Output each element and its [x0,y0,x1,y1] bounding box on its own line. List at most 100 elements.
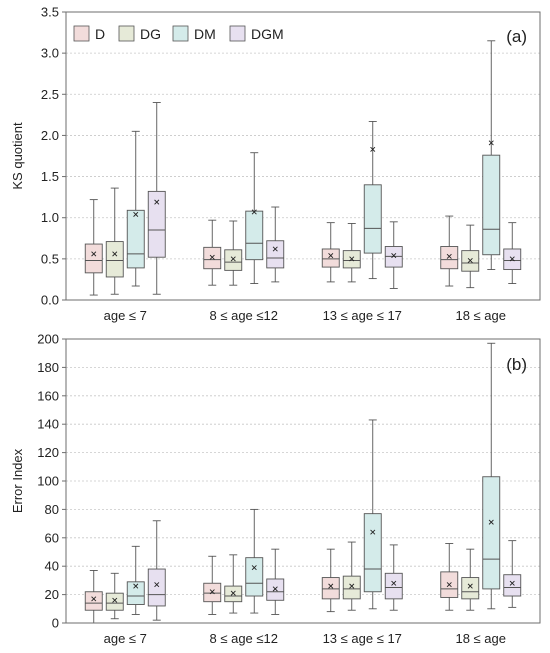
ytick-label-b-9: 180 [37,360,59,375]
legend-swatch-dm [172,25,189,42]
ytick-label-a-1: 0.5 [41,251,59,266]
panel-a-y-axis-label: KS quotient [10,122,25,190]
box-b-d-3-mean-marker [446,582,452,588]
box-b-dgm-2-iqr [384,572,403,600]
box-b-dg-1-mean-marker [230,590,236,596]
ytick-label-b-4: 80 [45,502,59,517]
ytick-label-a-5: 2.5 [41,87,59,102]
ytick-label-b-7: 140 [37,417,59,432]
box-b-dg-0 [105,572,124,620]
box-a-dm-2-iqr [363,184,382,254]
box-b-d-0-iqr [84,591,103,611]
box-b-dg-3-mean-marker [467,583,473,589]
box-b-dm-1-iqr [245,557,264,597]
box-b-d-1-iqr [203,582,222,603]
ytick-label-a-7: 3.5 [41,5,59,20]
legend: D DG DM DGM [73,25,284,42]
box-b-dg-0-iqr [105,592,124,611]
ytick-label-a-2: 1.0 [41,210,59,225]
legend-swatch-d [73,25,90,42]
ytick-label-b-6: 120 [37,445,59,460]
box-a-dg-3 [461,224,480,289]
box-a-dg-1 [224,220,243,286]
box-b-dgm-3-iqr [503,574,522,597]
box-a-dm-3 [482,40,501,271]
xtick-label-a-18-age: 18 ≤ age [455,308,506,323]
box-a-dm-1-mean-marker [251,209,257,215]
xtick-label-b-13-age-17: 13 ≤ age ≤ 17 [323,631,402,646]
box-b-dm-1-mean-marker [251,565,257,571]
xtick-label-a-13-age-17: 13 ≤ age ≤ 17 [323,308,402,323]
box-a-dg-1-iqr [224,249,243,271]
box-a-dgm-1 [266,206,285,283]
box-b-d-2-mean-marker [328,583,334,589]
box-a-dg-0-mean-marker [112,251,118,257]
box-b-d-1-mean-marker [209,589,215,595]
xtick-label-a-8-age-12: 8 ≤ age ≤12 [210,308,279,323]
box-a-dm-1-iqr [245,210,264,261]
box-a-dg-3-mean-marker [467,257,473,264]
box-b-dm-0-mean-marker [133,583,139,589]
ytick-label-a-6: 3.0 [41,46,59,61]
box-b-d-2-iqr [321,577,340,600]
box-a-d-3-mean-marker [446,253,452,259]
box-a-d-3 [440,215,459,287]
box-a-dg-2-mean-marker [349,256,355,262]
box-a-dm-3-iqr [482,154,501,256]
legend-swatch-dg [118,25,135,42]
box-b-d-0 [84,570,103,624]
legend-label-dm: DM [194,26,216,42]
box-b-dm-3-iqr [482,476,501,590]
box-b-dgm-0-iqr [147,568,166,607]
ytick-label-b-1: 20 [45,587,59,602]
box-b-dm-1 [245,508,264,614]
box-a-d-1 [203,219,222,286]
box-a-dgm-0 [147,102,166,295]
box-a-dm-1 [245,152,264,284]
box-b-dgm-3 [503,540,522,608]
box-b-dg-2-mean-marker [349,583,355,589]
box-b-dg-1 [224,554,243,614]
box-b-d-3 [440,543,459,611]
panel-a-plot-frame [65,11,541,301]
ytick-label-b-2: 40 [45,559,59,574]
box-a-dg-2 [342,223,361,283]
box-b-dm-3 [482,342,501,610]
box-b-dg-3-iqr [461,577,480,600]
box-b-dm-3-mean-marker [488,519,494,525]
ytick-label-b-10: 200 [37,332,59,347]
box-b-dm-0-iqr [126,581,145,605]
box-a-dg-0 [105,187,124,295]
box-a-dgm-0-mean-marker [154,199,160,205]
box-b-d-2 [321,548,340,613]
ytick-label-b-0: 0 [52,616,59,631]
box-a-dm-2-mean-marker [370,146,376,152]
panel-a-ks-quotient: 0.0 0.5 1.0 1.5 2.0 2.5 3.0 3.5 age ≤ 7 8 ≤ age … [10,5,541,323]
box-a-dgm-3 [503,222,522,284]
box-b-dm-2-mean-marker [370,529,376,535]
box-a-dgm-2 [384,221,403,289]
ytick-label-b-3: 60 [45,530,59,545]
xtick-label-b-8-age-12: 8 ≤ age ≤12 [210,631,279,646]
panel-b-error-index: 0 20 40 60 80 100 120 140 160 180 200 age ≤ 7 8 ≤ a… [10,332,541,646]
box-b-dgm-2 [384,544,403,611]
panel-b-label: (b) [506,355,527,374]
box-a-dgm-1-mean-marker [272,246,278,252]
box-b-dm-2-iqr [363,513,382,593]
ytick-label-a-0: 0.0 [41,293,59,308]
box-b-dm-2 [363,419,382,610]
box-a-dg-0-iqr [105,241,124,278]
box-b-dgm-3-mean-marker [509,580,515,586]
box-b-dg-2-iqr [342,575,361,600]
box-a-dgm-2-mean-marker [391,253,397,259]
box-b-dm-0 [126,545,145,615]
legend-label-d: D [95,26,105,42]
box-b-dgm-1 [266,548,285,615]
box-b-dgm-1-iqr [266,578,285,601]
box-a-d-3-iqr [440,246,459,270]
box-b-dgm-0 [147,520,166,621]
box-b-d-0-mean-marker [91,596,97,602]
box-a-d-1-iqr [203,246,222,270]
box-b-dg-3 [461,548,480,611]
box-a-d-1-mean-marker [209,254,215,260]
